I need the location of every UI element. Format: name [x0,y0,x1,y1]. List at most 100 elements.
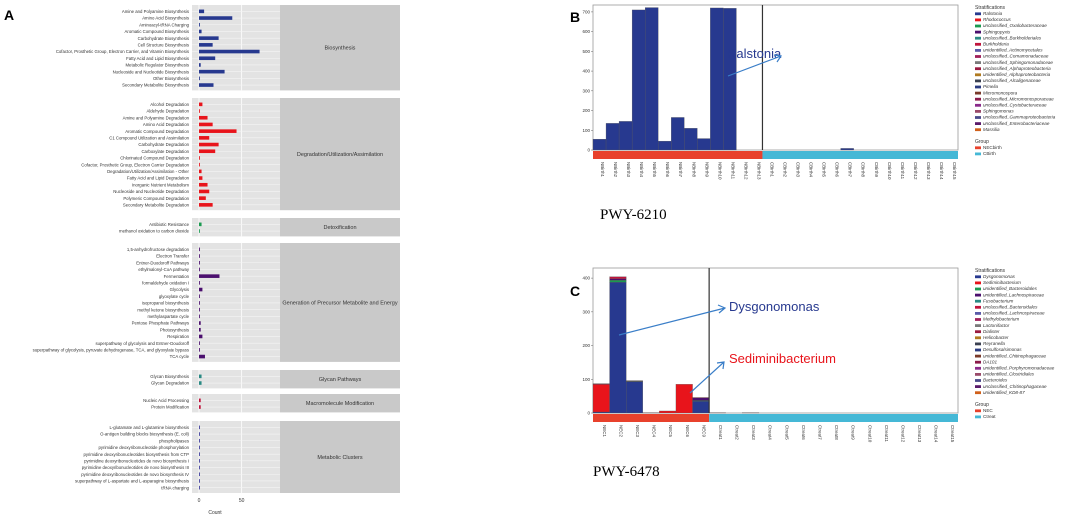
annotation-arrow [727,54,783,77]
bar [199,479,200,483]
legend-swatch [975,385,981,388]
bar-segment [644,7,659,151]
legend-label: unclassified_Bacteroidales [983,305,1038,310]
panel-b-chart: 0 100 200 300 400 500 600 700 NBirth1 NBirth2 NBir… [582,4,1056,223]
legend-title: Stratifications [975,268,1006,274]
category-label: pyrimidine deoxyribonucleotides de novo … [84,458,189,463]
facet-strip [280,98,400,211]
x-axis-label: Count [208,510,222,516]
category-label: L-glutamate and L-glutamine biosynthesis [109,425,189,430]
category-label: Pentose Phosphate Pathways [132,321,189,326]
bar [199,314,200,319]
bar [199,301,200,305]
legend-swatch [975,85,981,89]
bar-segment [609,276,627,279]
x-tick-label: 0 [198,498,201,504]
category-label: Aldehyde Degradation [146,109,189,114]
y-tick-label: 500 [582,49,590,54]
bar [199,83,214,87]
legend-label: unclassified_Alphaproteobacteria [983,66,1051,71]
sample-label: Ctreat14 [934,425,939,443]
bar [199,229,200,233]
bar-segment [592,411,610,414]
bar-segment [609,279,627,283]
bar [199,189,210,194]
bar [199,465,200,470]
category-label: Metabolic Regulator Biosynthesis [125,63,189,68]
bar [199,425,200,430]
bar [199,102,203,107]
bar [199,49,260,54]
sample-label: Ctreat5 [784,425,789,440]
annotation-ralstonia: Ralstonia [727,46,782,61]
legend-swatch [975,379,981,382]
annotation-arrow [618,304,727,336]
legend-label: Massilia [983,127,1000,132]
sample-label: CBirth6 [835,162,840,178]
facet-strip [280,421,400,493]
bar [199,222,202,227]
category-label: Carbohydrate Degradation [138,142,189,147]
legend-swatch [975,299,981,303]
category-label: isopropanol biosynthesis [142,301,189,306]
bar [199,287,203,292]
bar [199,274,220,278]
legend-label: unclassified_Gammaproteobacteria [983,115,1056,120]
category-label: TCA cycle [170,354,190,359]
y-tick-label: 600 [582,29,590,34]
bar-segment [710,7,724,151]
bar [199,109,200,113]
bar-segment [723,8,737,151]
bar-segment [684,128,698,151]
legend-swatch [975,409,981,413]
sample-label: CBirth12 [913,162,918,180]
facet-strip-label: Detoxification [323,225,356,231]
facet-panel-bg [192,98,280,211]
legend-swatch [975,275,981,279]
category-label: Amine and Polyamine Biosynthesis [122,9,189,14]
sample-label: NBirth8 [691,162,696,178]
legend-label: Sphingopyxis [983,29,1011,34]
category-label: Antibiotic Resistance [149,222,189,227]
legend-group-title: Group [975,402,989,408]
legend-label: unclassified_Oxalobacteraceae [983,23,1047,28]
bar-segment [592,138,607,151]
bar [199,196,206,200]
bar [199,22,200,27]
facet-strip [280,218,400,237]
category-label: Fatty Acid and Lipid Degradation [127,176,190,181]
legend-swatch [975,152,981,156]
bar [199,374,202,379]
sample-label: Ctreat7 [817,425,822,440]
bar [199,254,200,258]
category-label: Degradation/Utilization/Assimilation - O… [107,169,189,174]
legend-label: unclassified_Comamonadaceae [983,54,1049,59]
bar [199,334,203,339]
legend-label: Rhodococcus [983,17,1012,22]
category-label: glyoxylate cycle [159,294,190,299]
category-label: Fermentation [164,274,190,279]
bar [199,9,205,14]
bar [199,115,208,120]
category-label: Carbohydrate Biosynthesis [138,36,189,41]
bar [199,354,205,359]
bar [199,29,202,34]
sample-label: CBirth3 [796,162,801,178]
legend-label: unidentified_Porphyromonadaceae [983,366,1055,371]
pathway-title: PWY-6478 [593,464,660,480]
legend-swatch [975,281,981,285]
bar [199,142,219,147]
y-tick-label: 0 [587,411,590,416]
y-tick-label: 700 [582,9,590,14]
legend-swatch [975,91,981,95]
legend-swatch [975,103,981,107]
panel-label-b: B [570,9,580,25]
facet-panel-bg [192,421,280,493]
sample-label: CBirth13 [926,162,931,180]
legend-label: DA101 [983,359,997,364]
bar-segment [692,401,710,414]
bar-segment [592,384,610,413]
panel-label-c: C [570,283,580,299]
sample-label: NEC3 [635,425,640,438]
legend-label: Ctreat [983,414,996,419]
